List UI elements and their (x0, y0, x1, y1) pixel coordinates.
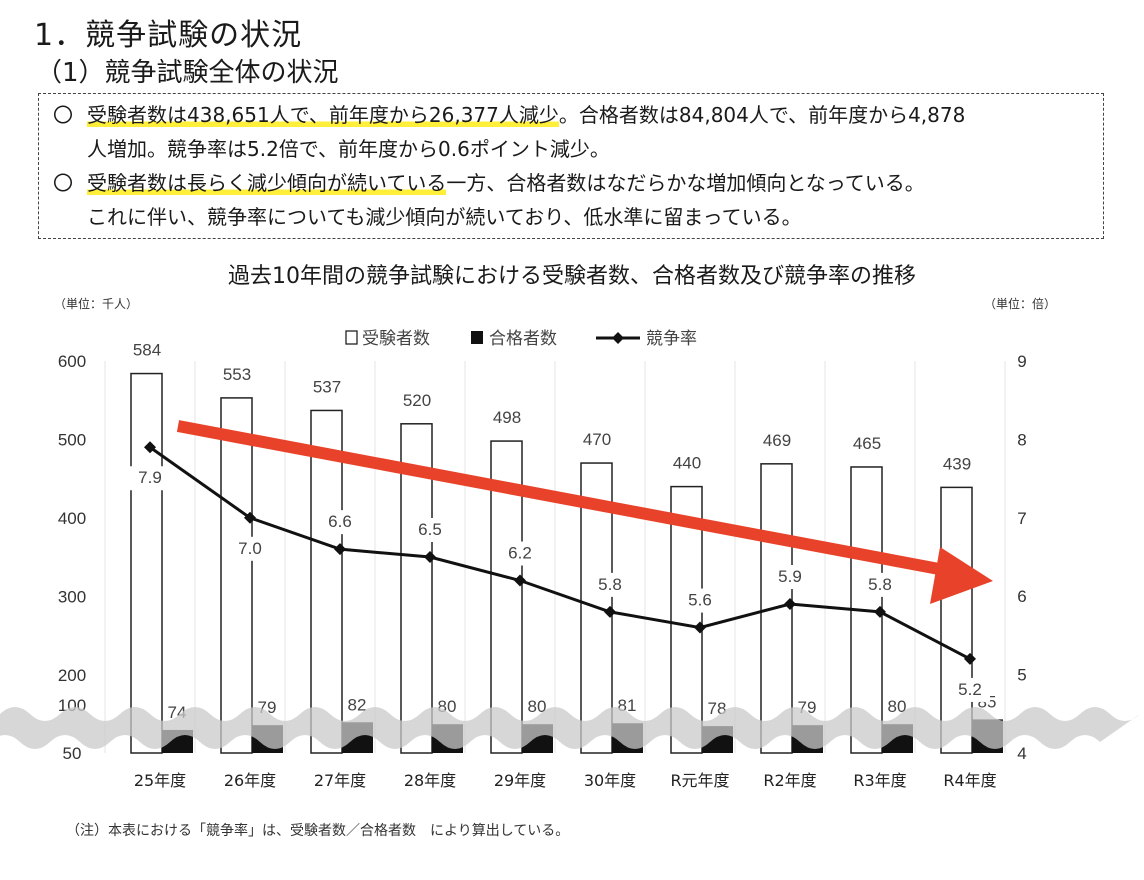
right-tick-label: 9 (1017, 352, 1026, 371)
ratio-marker (694, 621, 706, 634)
bar-applicants (220, 397, 253, 754)
applicants-value-label: 498 (493, 408, 521, 427)
legend-swatch-applicants (345, 330, 358, 345)
right-tick-label: 5 (1017, 666, 1026, 685)
applicants-value-label: 469 (763, 431, 791, 450)
ratio-label-bg (130, 466, 170, 491)
right-tick-label: 8 (1017, 430, 1026, 449)
ratio-marker (514, 574, 526, 587)
x-tick-label: 29年度 (494, 771, 546, 790)
legend-ratio-marker (612, 332, 624, 344)
ratio-value-label: 5.8 (598, 575, 622, 594)
left-axis-unit: （単位：千人） (54, 296, 138, 311)
bar-applicants (130, 372, 163, 754)
right-tick-label: 7 (1017, 509, 1026, 528)
summary-box: 〇受験者数は438,651人で、前年度から26,377人減少。合格者数は84,8… (38, 93, 1104, 239)
left-tick-label: 300 (58, 588, 86, 607)
x-tick-label: 27年度 (314, 771, 366, 790)
passers-value-label: 80 (888, 697, 907, 716)
ratio-value-label: 7.0 (238, 539, 262, 558)
ratio-marker (964, 652, 976, 665)
left-tick-label: 400 (58, 509, 86, 528)
highlight-text-2: 受験者数は長らく減少傾向が続いている (87, 171, 447, 195)
ratio-label-bg (860, 572, 900, 597)
footnote: （注）本表における「競争率」は、受験者数／合格者数 により算出している。 (66, 823, 570, 839)
applicants-value-label: 537 (313, 377, 341, 396)
legend-label-passers: 合格者数 (489, 329, 557, 348)
bar-applicants (310, 409, 343, 754)
ratio-label-bg (320, 510, 360, 535)
applicants-value-label: 470 (583, 430, 611, 449)
applicants-value-label: 584 (133, 341, 161, 360)
legend-swatch-passers (471, 331, 483, 344)
ratio-value-label: 6.2 (508, 544, 532, 563)
ratio-marker (784, 598, 796, 611)
page-heading: 1．競争試験の状況 (34, 18, 303, 53)
section-heading: （1）競争試験全体の状況 (36, 58, 339, 88)
trend-arrow-head (930, 547, 993, 604)
bullet-1-continuation: 人増加。競争率は5.2倍で、前年度から0.6ポイント減少。 (87, 137, 610, 161)
bullet-2-continuation: これに伴い、競争率についても減少傾向が続いており、低水準に留まっている。 (87, 205, 802, 229)
applicants-value-label: 439 (943, 454, 971, 473)
left-tick-label: 200 (58, 666, 86, 685)
ratio-label-bg (770, 565, 810, 590)
passers-value-label: 82 (348, 695, 367, 714)
x-tick-label: 30年度 (584, 771, 636, 790)
right-axis-unit: （単位：倍） (984, 296, 1056, 311)
ratio-label-bg (230, 536, 270, 561)
highlight-text-1: 受験者数は438,651人で、前年度から26,377人減少 (87, 103, 559, 127)
left-tick-label: 500 (58, 431, 86, 450)
ratio-line (149, 446, 971, 661)
x-tick-label: R2年度 (763, 771, 816, 790)
ratio-value-label: 5.9 (778, 567, 802, 586)
bullet-2-rest: 一方、合格者数はなだらかな増加傾向となっている。 (446, 171, 925, 195)
ratio-label-bg (680, 588, 720, 613)
x-tick-label: 25年度 (134, 771, 186, 790)
x-tick-label: 26年度 (224, 771, 276, 790)
chart-title: 過去10年間の競争試験における受験者数、合格者数及び競争率の推移 (228, 264, 916, 289)
ratio-value-label: 6.6 (328, 512, 352, 531)
axis-break-band (0, 707, 1140, 749)
ratio-marker (334, 543, 346, 556)
ratio-value-label: 6.5 (418, 520, 442, 539)
applicants-value-label: 553 (223, 365, 251, 384)
bullet-1-rest: 。合格者数は84,804人で、前年度から4,878 (558, 103, 966, 127)
x-tick-label: R3年度 (853, 771, 906, 790)
left-tick-label: 600 (58, 352, 86, 371)
legend-label-ratio: 競争率 (646, 329, 697, 348)
ratio-label-bg (950, 677, 990, 702)
ratio-marker (144, 441, 156, 454)
summary-bullet-1: 〇受験者数は438,651人で、前年度から26,377人減少。合格者数は84,8… (53, 98, 1093, 132)
ratio-label-bg (500, 541, 540, 566)
x-tick-label: R4年度 (943, 771, 996, 790)
ratio-label-bg (410, 518, 450, 542)
ratio-marker (424, 551, 436, 563)
ratio-marker (244, 511, 256, 524)
ratio-value-label: 7.9 (138, 468, 162, 487)
left-tick-label: 50 (63, 744, 82, 763)
applicants-value-label: 520 (403, 391, 431, 410)
circle-mark-icon: 〇 (53, 103, 73, 127)
ratio-marker (874, 605, 886, 618)
x-tick-label: R元年度 (670, 771, 729, 790)
ratio-value-label: 5.8 (868, 575, 892, 594)
passers-value-label: 80 (528, 697, 547, 716)
trend-arrow-shaft (176, 420, 957, 578)
ratio-value-label: 5.2 (958, 680, 982, 699)
circle-mark-icon: 〇 (53, 171, 73, 195)
ratio-label-bg (590, 572, 630, 597)
right-tick-label: 6 (1017, 587, 1026, 606)
applicants-value-label: 465 (853, 434, 881, 453)
applicants-value-label: 440 (673, 454, 701, 473)
summary-bullet-2: 〇受験者数は長らく減少傾向が続いている一方、合格者数はなだらかな増加傾向となって… (53, 166, 1093, 200)
right-tick-label: 4 (1017, 744, 1026, 763)
bar-applicants (940, 486, 973, 754)
ratio-value-label: 5.6 (688, 591, 712, 610)
legend-label-applicants: 受験者数 (362, 329, 430, 348)
x-tick-label: 28年度 (404, 771, 456, 790)
ratio-marker (604, 605, 616, 618)
